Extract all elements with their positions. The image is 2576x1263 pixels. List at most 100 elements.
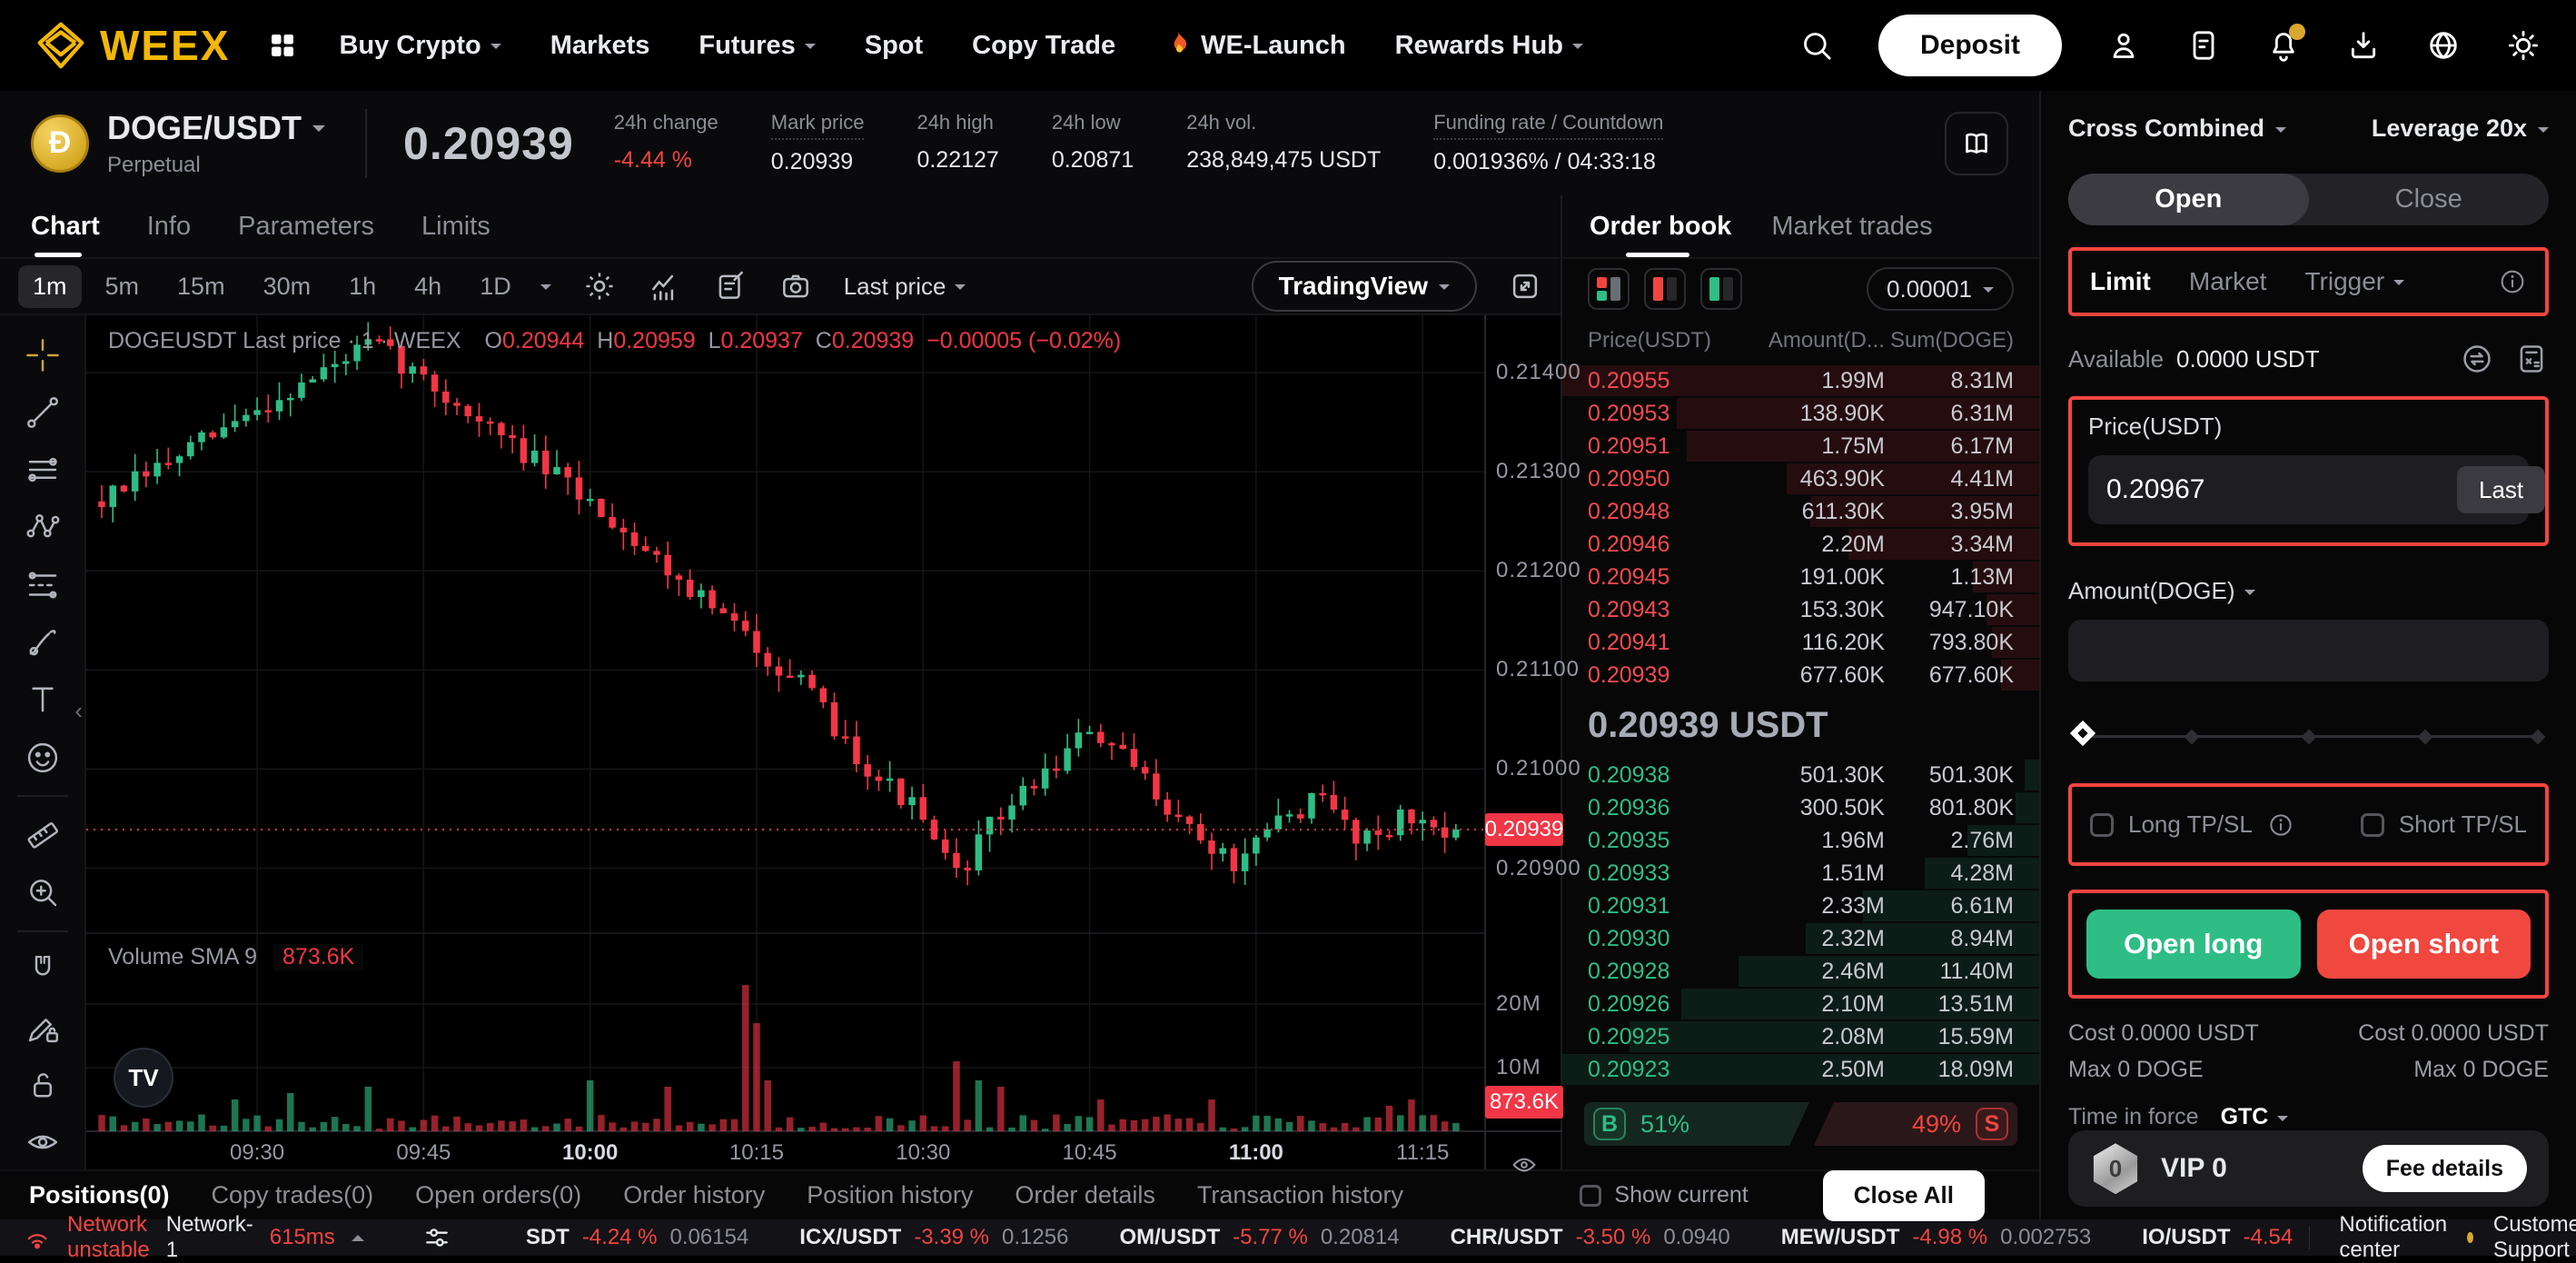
bid-row[interactable]: 0.20926 2.10M 13.51M	[1562, 988, 2039, 1020]
orders-icon[interactable]	[2185, 27, 2222, 64]
amount-input[interactable]	[2068, 620, 2549, 682]
bid-row[interactable]: 0.20933 1.51M 4.28M	[1562, 857, 2039, 890]
pitchfork-icon[interactable]	[14, 501, 72, 554]
orderbook-guide-icon[interactable]	[1945, 111, 2008, 175]
tab-transaction-history[interactable]: Transaction history	[1196, 1181, 1403, 1208]
bid-row[interactable]: 0.20936 300.50K 801.80K	[1562, 791, 2039, 824]
bid-row[interactable]: 0.20923 2.50M 18.09M	[1562, 1053, 2039, 1086]
profile-icon[interactable]	[2105, 27, 2142, 64]
download-app-icon[interactable]	[2345, 27, 2382, 64]
nav-item-spot[interactable]: Spot	[865, 30, 923, 61]
ask-row[interactable]: 0.20953 138.90K 6.31M	[1562, 397, 2039, 430]
tab-order-book[interactable]: Order book	[1590, 195, 1731, 257]
order-type-market[interactable]: Market	[2188, 267, 2267, 296]
tab-close[interactable]: Close	[2394, 184, 2462, 214]
short-tpsl-toggle[interactable]: Short TP/SL	[2360, 811, 2527, 839]
long-tpsl-checkbox[interactable]	[2090, 812, 2114, 837]
fib-retracement-icon[interactable]	[14, 558, 72, 612]
layout-asks-only-icon[interactable]	[1644, 268, 1686, 310]
deposit-button[interactable]: Deposit	[1878, 15, 2062, 76]
tab-parameters[interactable]: Parameters	[238, 211, 374, 241]
close-all-button[interactable]: Close All	[1822, 1169, 1985, 1221]
short-tpsl-checkbox[interactable]	[2360, 812, 2384, 837]
interval-15m[interactable]: 15m	[177, 272, 225, 300]
eye-icon[interactable]	[14, 1116, 72, 1169]
ask-row[interactable]: 0.20939 677.60K 677.60K	[1562, 659, 2039, 691]
order-note-icon[interactable]	[713, 269, 748, 303]
unlock-icon[interactable]	[14, 1058, 72, 1111]
latency-expand-icon[interactable]	[351, 1228, 364, 1241]
tab-chart[interactable]: Chart	[31, 195, 100, 257]
nav-item-futures[interactable]: Futures	[698, 30, 816, 61]
collapse-toolbar-icon[interactable]: ‹	[74, 697, 83, 724]
show-current-toggle[interactable]: Show current	[1580, 1182, 1749, 1208]
mini-ticker-mew-usdt[interactable]: MEW/USDT -4.98 % 0.002753	[1780, 1225, 2092, 1249]
interval-1d[interactable]: 1D	[480, 272, 511, 300]
calculator-icon[interactable]	[2514, 342, 2549, 376]
text-tool-icon[interactable]	[14, 673, 72, 727]
bid-row[interactable]: 0.20928 2.46M 11.40M	[1562, 955, 2039, 988]
price-input[interactable]	[2106, 474, 2457, 506]
mini-ticker-icx-usdt[interactable]: ICX/USDT -3.39 % 0.1256	[799, 1225, 1069, 1249]
bid-row[interactable]: 0.20938 501.30K 501.30K	[1562, 759, 2039, 791]
tradingview-logo[interactable]: TV	[114, 1048, 173, 1108]
ask-row[interactable]: 0.20946 2.20M 3.34M	[1562, 528, 2039, 561]
slider-tick-50[interactable]	[2301, 729, 2316, 745]
camera-snapshot-icon[interactable]	[778, 269, 813, 303]
draw-lock-icon[interactable]	[14, 1000, 72, 1054]
open-long-button[interactable]: Open long	[2086, 910, 2301, 980]
ask-row[interactable]: 0.20955 1.99M 8.31M	[1562, 364, 2039, 397]
interval-1h[interactable]: 1h	[349, 272, 377, 300]
layout-bids-only-icon[interactable]	[1700, 268, 1742, 310]
brush-icon[interactable]	[14, 615, 72, 669]
interval-4h[interactable]: 4h	[414, 272, 442, 300]
amount-unit-dropdown[interactable]: Amount(DOGE)	[2068, 577, 2549, 605]
last-price-button[interactable]: Last	[2457, 466, 2546, 514]
pair-selector[interactable]: DOGE/USDT Perpetual	[107, 109, 326, 178]
tpsl-info-icon[interactable]	[2267, 811, 2294, 839]
margin-mode-dropdown[interactable]: Cross Combined	[2068, 114, 2287, 143]
language-globe-icon[interactable]	[2425, 27, 2462, 64]
order-type-info-icon[interactable]	[2498, 267, 2527, 296]
layout-both-icon[interactable]	[1588, 268, 1630, 310]
apps-grid-icon[interactable]	[266, 29, 299, 62]
tab-position-history[interactable]: Position history	[807, 1181, 974, 1208]
nav-item-rewards-hub[interactable]: Rewards Hub	[1395, 30, 1583, 61]
slider-tick-75[interactable]	[2417, 729, 2433, 745]
zoom-in-icon[interactable]	[14, 866, 72, 920]
show-current-checkbox[interactable]	[1580, 1184, 1602, 1207]
slider-tick-100[interactable]	[2530, 729, 2546, 745]
nav-item-copy-trade[interactable]: Copy Trade	[972, 30, 1115, 61]
tab-market-trades[interactable]: Market trades	[1771, 211, 1933, 241]
theme-toggle-icon[interactable]	[2505, 27, 2541, 64]
mid-price[interactable]: 0.20939 USDT	[1588, 704, 1828, 745]
tab-order-details[interactable]: Order details	[1015, 1181, 1155, 1208]
mini-ticker-io-usdt[interactable]: IO/USDT -4.54	[2142, 1225, 2294, 1249]
open-short-button[interactable]: Open short	[2316, 910, 2531, 980]
indicators-icon[interactable]	[648, 269, 682, 303]
weex-logo[interactable]: WEEX	[35, 19, 230, 72]
interval-5m[interactable]: 5m	[104, 272, 140, 300]
interval-30m[interactable]: 30m	[263, 272, 312, 300]
emoji-icon[interactable]	[14, 731, 72, 784]
ask-row[interactable]: 0.20945 191.00K 1.13M	[1562, 561, 2039, 593]
ask-row[interactable]: 0.20950 463.90K 4.41M	[1562, 462, 2039, 495]
tab-open-orders-0[interactable]: Open orders(0)	[415, 1181, 582, 1208]
price-source-dropdown[interactable]: Last price	[844, 273, 966, 301]
long-tpsl-toggle[interactable]: Long TP/SL	[2090, 811, 2294, 839]
mini-ticker-om-usdt[interactable]: OM/USDT -5.77 % 0.20814	[1119, 1225, 1400, 1249]
transfer-icon[interactable]	[2460, 342, 2494, 376]
ask-row[interactable]: 0.20943 153.30K 947.10K	[1562, 593, 2039, 626]
chart-settings-gear-icon[interactable]	[582, 269, 617, 303]
fullscreen-icon[interactable]	[1508, 269, 1542, 303]
crosshair-icon[interactable]	[14, 328, 72, 382]
tab-open[interactable]: Open	[2068, 174, 2309, 226]
trend-line-icon[interactable]	[14, 385, 72, 439]
nav-item-buy-crypto[interactable]: Buy Crypto	[339, 30, 501, 61]
slider-handle[interactable]	[2069, 721, 2096, 747]
notifications-bell-icon[interactable]	[2265, 24, 2305, 64]
ticker-settings-icon[interactable]	[422, 1223, 451, 1252]
amount-slider[interactable]	[2069, 721, 2546, 747]
ask-row[interactable]: 0.20951 1.75M 6.17M	[1562, 430, 2039, 462]
mini-ticker-chr-usdt[interactable]: CHR/USDT -3.50 % 0.0940	[1450, 1225, 1730, 1249]
